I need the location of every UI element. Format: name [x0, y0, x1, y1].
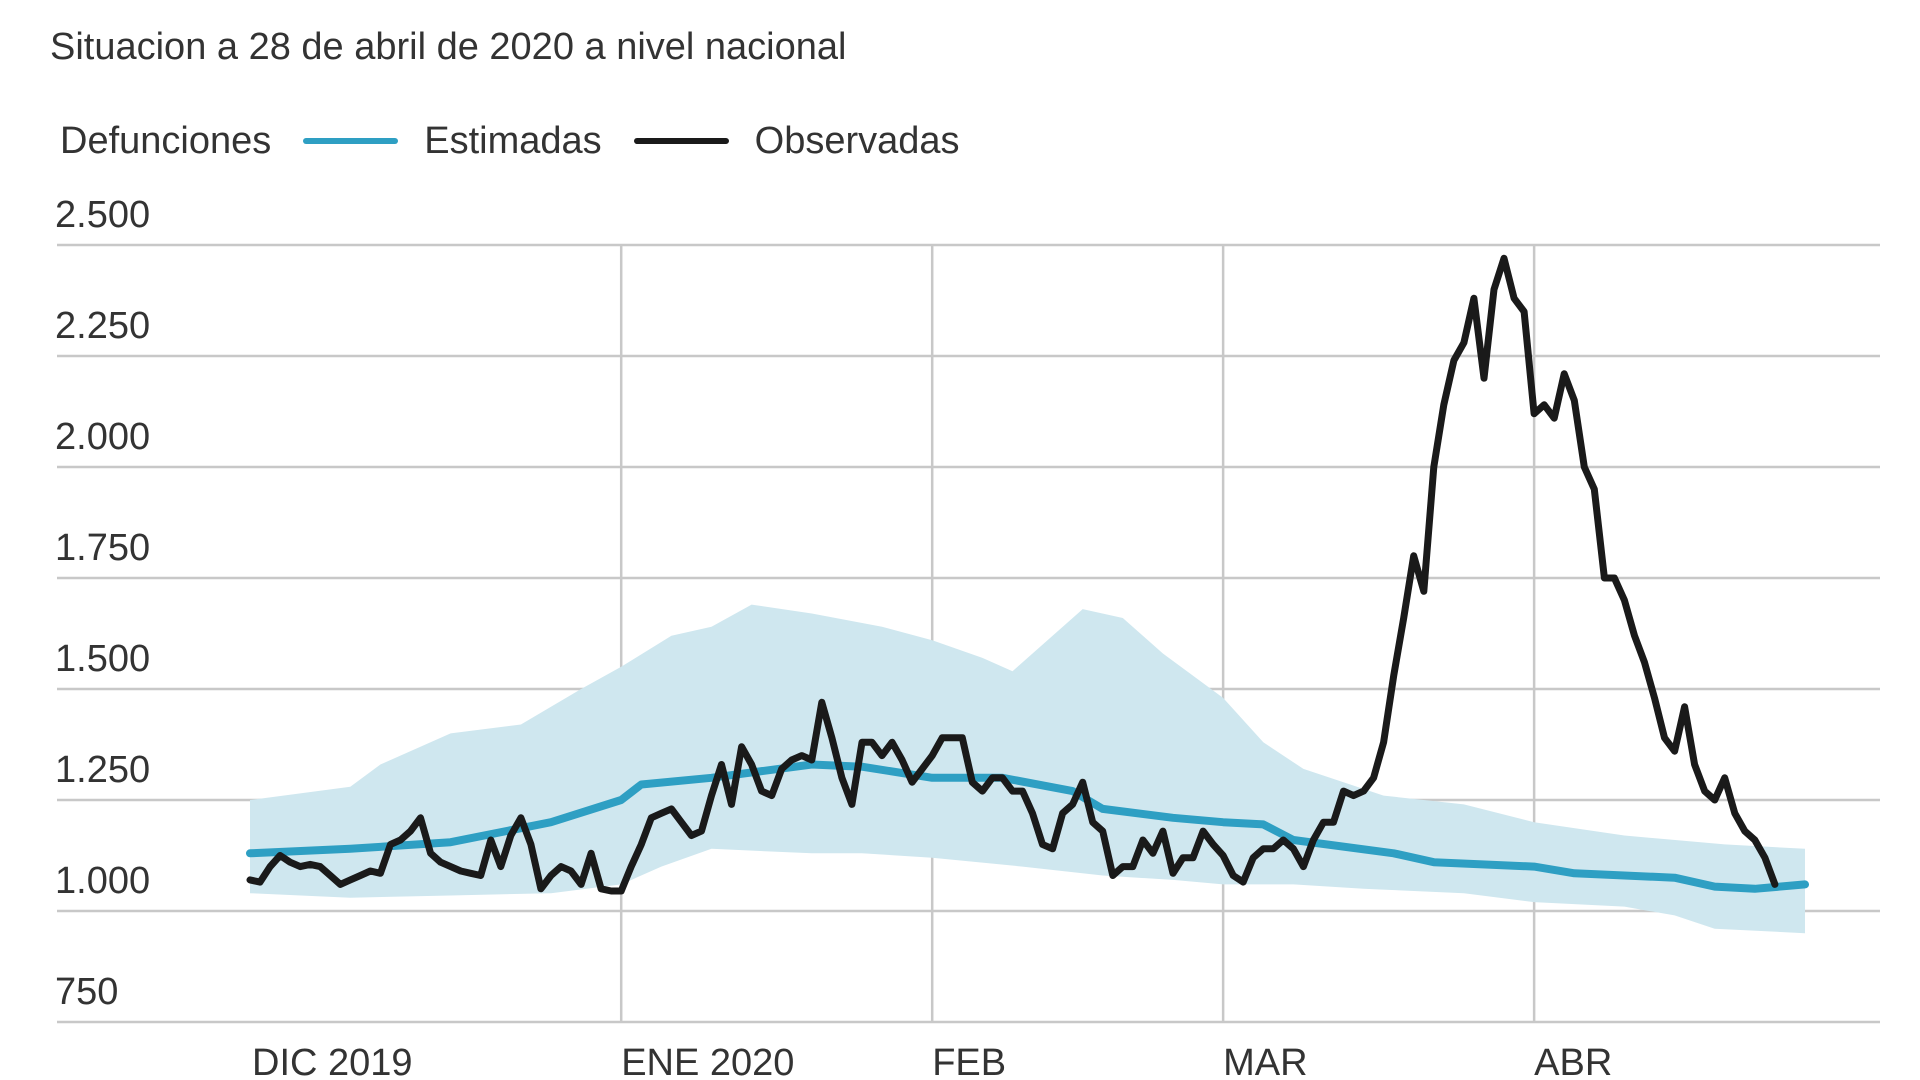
series-line-estimated — [246, 760, 1809, 893]
y-tick-label: 2.000 — [55, 416, 150, 458]
y-tick-label: 1.000 — [55, 860, 150, 902]
x-tick-label: DIC 2019 — [252, 1042, 413, 1080]
legend-item-observed: Observadas — [754, 119, 960, 162]
y-tick-label: 1.750 — [55, 527, 150, 569]
x-tick-label: MAR — [1223, 1042, 1307, 1080]
legend-label: Defunciones — [60, 119, 272, 162]
y-tick-label: 750 — [55, 971, 118, 1013]
y-tick-label: 2.250 — [55, 305, 150, 347]
x-tick-label: ABR — [1534, 1042, 1612, 1080]
y-tick-label: 1.250 — [55, 749, 150, 791]
y-tick-label: 1.500 — [55, 638, 150, 680]
x-tick-label: FEB — [932, 1042, 1006, 1080]
legend-swatch-estimated — [303, 138, 399, 144]
legend-item-estimated: Estimadas — [424, 119, 602, 162]
y-tick-label: 2.500 — [55, 194, 150, 236]
legend-swatch-observed — [633, 138, 729, 144]
chart-title: Situacion a 28 de abril de 2020 a nivel … — [50, 26, 847, 68]
x-tick-label: ENE 2020 — [621, 1042, 794, 1080]
estimated-range-band — [250, 604, 1805, 934]
series-line-observed — [246, 254, 1779, 895]
legend: Defunciones Estimadas Observadas — [60, 116, 960, 166]
